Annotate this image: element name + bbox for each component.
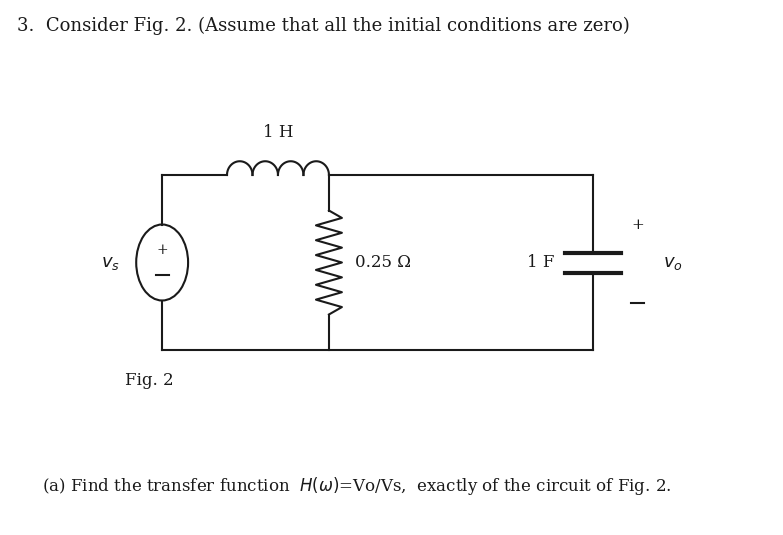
Text: 0.25 Ω: 0.25 Ω <box>355 254 411 271</box>
Text: +: + <box>157 243 168 257</box>
Text: 1 H: 1 H <box>263 124 293 141</box>
Text: 3.  Consider Fig. 2. (Assume that all the initial conditions are zero): 3. Consider Fig. 2. (Assume that all the… <box>16 17 630 35</box>
Text: 1 F: 1 F <box>527 254 554 271</box>
Text: $v_s$: $v_s$ <box>100 254 120 271</box>
Text: +: + <box>631 218 644 232</box>
Text: (a) Find the transfer function  $H(\omega)$=Vo/Vs,  exactly of the circuit of Fi: (a) Find the transfer function $H(\omega… <box>41 475 671 497</box>
Text: Fig. 2: Fig. 2 <box>125 372 174 389</box>
Text: $v_o$: $v_o$ <box>663 254 684 271</box>
